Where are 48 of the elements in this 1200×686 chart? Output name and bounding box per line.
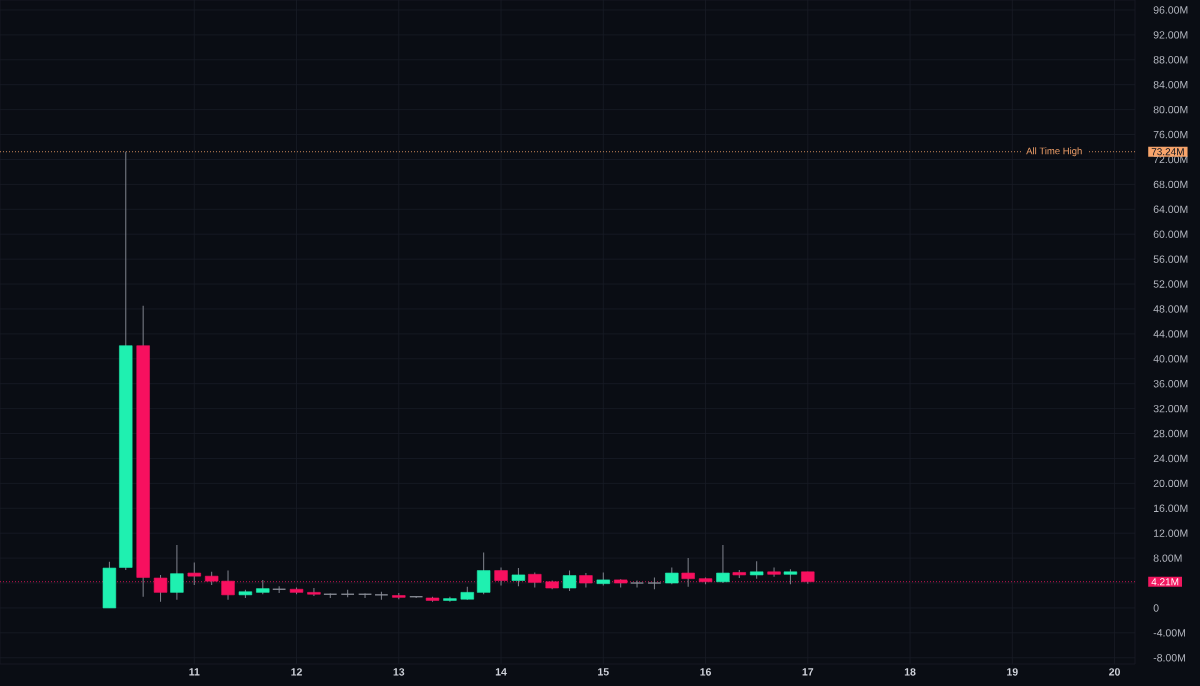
y-tick-label: 68.00M xyxy=(1153,180,1188,189)
y-tick-label: 60.00M xyxy=(1153,230,1188,238)
y-tick-label: -8.00M xyxy=(1153,654,1186,662)
y-tick-label: 24.00M xyxy=(1153,454,1188,463)
ref-line-label: 73.24M xyxy=(1151,148,1184,156)
x-tick-label: 18 xyxy=(904,668,916,676)
y-tick-label: 32.00M xyxy=(1153,404,1188,413)
x-tick-label: 15 xyxy=(598,668,609,676)
candlestick xyxy=(511,567,526,587)
x-tick-label: 20 xyxy=(1109,668,1120,676)
candlestick xyxy=(307,587,321,597)
y-tick-label: 28.00M xyxy=(1153,429,1188,438)
y-tick-label: 40.00M xyxy=(1153,355,1188,363)
y-tick-label: 76.00M xyxy=(1153,130,1188,139)
y-tick-label: 16.00M xyxy=(1154,504,1188,512)
y-tick-label: 96.00M xyxy=(1153,6,1188,14)
y-tick-label: 72.00M xyxy=(1153,155,1188,164)
candlestick xyxy=(187,561,201,586)
y-tick-label: 56.00M xyxy=(1153,255,1188,263)
candlestick xyxy=(630,580,645,588)
y-tick-label: 88.00M xyxy=(1153,56,1188,64)
y-tick-label: 64.00M xyxy=(1153,205,1188,214)
y-tick-label: 48.00M xyxy=(1153,305,1188,313)
y-tick-label: 36.00M xyxy=(1153,379,1188,388)
x-tick-label: 19 xyxy=(1007,668,1018,676)
candlestick xyxy=(170,544,184,601)
y-tick-label: 8.00M xyxy=(1153,554,1182,562)
candlestick xyxy=(767,566,781,578)
x-tick-label: 13 xyxy=(393,668,405,676)
candlestick xyxy=(716,544,730,584)
x-tick-label: 14 xyxy=(495,668,507,676)
x-tick-label: 11 xyxy=(189,668,200,676)
y-tick-label: -4.00M xyxy=(1153,629,1186,637)
y-tick-label: 84.00M xyxy=(1153,80,1188,89)
y-tick-label: 92.00M xyxy=(1153,31,1188,39)
x-tick-label: 12 xyxy=(291,668,302,676)
x-tick-label: 16 xyxy=(700,668,711,676)
y-tick-label: 44.00M xyxy=(1153,330,1188,338)
y-tick-label: 80.00M xyxy=(1153,105,1188,114)
x-tick-label: 17 xyxy=(802,668,814,676)
candlestick xyxy=(562,570,577,592)
candlestick xyxy=(476,552,491,595)
y-tick-label: 52.00M xyxy=(1153,280,1188,288)
y-tick-label: 12.00M xyxy=(1154,529,1188,537)
y-tick-label: 20.00M xyxy=(1153,479,1188,488)
ref-line-label: 4.21M xyxy=(1151,578,1179,586)
annotation: All Time High xyxy=(1026,147,1082,157)
y-tick-label: 0 xyxy=(1153,604,1159,612)
